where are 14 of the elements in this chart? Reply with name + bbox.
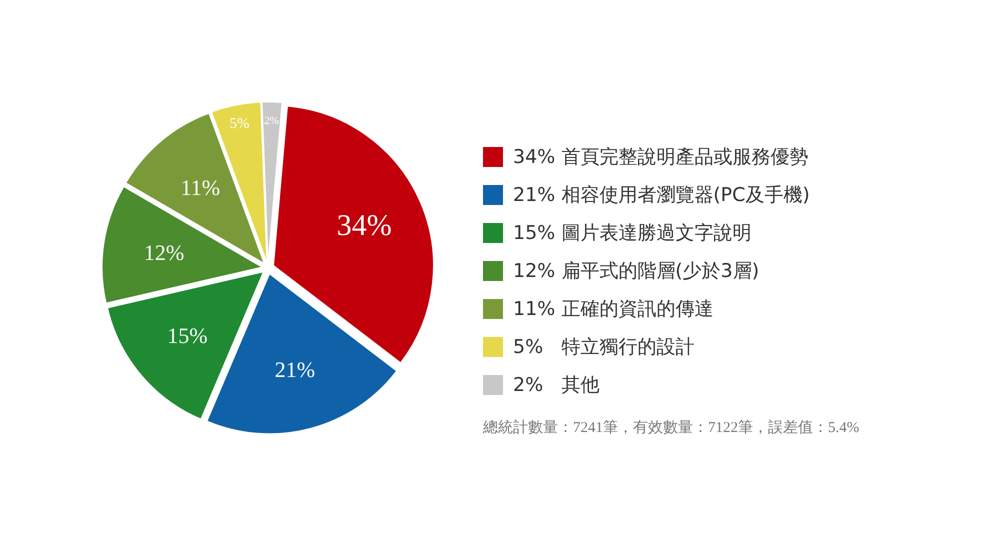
data-label: 11% [180,174,220,200]
legend-label: 15% 圖片表達勝過文字說明 [513,222,752,244]
legend-label: 34% 首頁完整說明產品或服務優勢 [513,146,808,168]
data-label: 5% [229,116,250,132]
data-label: 12% [144,240,184,265]
legend-label: 2% 其他 [513,374,600,396]
data-label: 34% [336,209,392,242]
legend-label: 5% 特立獨行的設計 [513,336,694,358]
legend-label: 11% 正確的資訊的傳達 [513,298,714,320]
data-label: 15% [167,323,208,348]
legend-label: 21% 相容使用者瀏覽器(PC及手機) [513,184,810,206]
data-label: 21% [274,357,316,382]
legend-label: 12% 扁平式的階層(少於3層) [513,260,760,282]
text: 總統計數量：7241筆，有效數量：7122筆，誤差值：5.4% [482,419,860,436]
